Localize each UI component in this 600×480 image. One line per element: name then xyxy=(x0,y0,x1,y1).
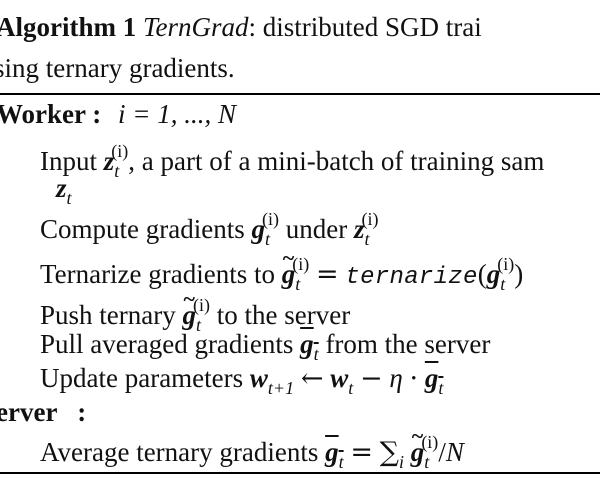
math-sup-i: (i) xyxy=(497,254,515,274)
server-label: erver : xyxy=(0,397,87,427)
bottom-rule xyxy=(0,472,600,474)
math-z-batch: z xyxy=(56,173,67,203)
math-sub-t: t xyxy=(264,229,270,249)
math-eta: η xyxy=(389,363,403,393)
math-sub-t: t xyxy=(195,315,201,335)
algorithm-subtitle-text: sing ternary gradients. xyxy=(0,53,235,83)
minus-sign: − xyxy=(359,363,383,394)
math-w: w xyxy=(330,363,349,393)
math-g-tilde: g xyxy=(282,247,296,288)
step-pull: Pull averaged gradients gt from the serv… xyxy=(40,329,491,364)
math-sub-t: t xyxy=(66,188,72,208)
step-update: Update parameters wt+1 ← wt − η · gt xyxy=(40,363,444,398)
math-z: z xyxy=(353,214,365,244)
sum-sign: ∑ xyxy=(379,437,400,468)
math-sub-t: t xyxy=(364,229,370,249)
math-g-tilde: g xyxy=(411,425,425,466)
math-sup-i: (i) xyxy=(193,295,210,315)
algorithm-name: TernGrad xyxy=(142,12,249,42)
worker-label: Worker : xyxy=(0,99,102,129)
step-compute: Compute gradients gt(i) under zt(i) xyxy=(40,210,379,248)
math-g-tilde: g xyxy=(182,288,196,329)
left-arrow: ← xyxy=(300,363,324,394)
math-sup-i: (i) xyxy=(261,209,279,229)
worker-header: Worker : i = 1, ..., N xyxy=(0,101,236,128)
paren-close: ) xyxy=(514,259,524,289)
math-sup-i: (i) xyxy=(111,141,129,161)
math-sub-t: t xyxy=(438,378,444,398)
algorithm-title-line2: sing ternary gradients. xyxy=(0,55,235,82)
math-w: w xyxy=(249,363,268,393)
math-N: N xyxy=(445,437,464,467)
math-sup-i: (i) xyxy=(421,432,439,452)
step-input-text: , a part of a mini-batch of training sam xyxy=(128,146,545,176)
step-compute-under: under xyxy=(285,214,348,244)
equals-sign: = xyxy=(316,259,339,290)
math-sub-t: t xyxy=(295,274,301,294)
step-update-label: Update parameters xyxy=(40,363,244,393)
math-g-bar: g xyxy=(300,329,314,359)
step-input: Input zt(i), a part of a mini-batch of t… xyxy=(40,142,544,180)
worker-range: i = 1, ..., N xyxy=(117,99,236,129)
step-average: Average ternary gradients gt = ∑i gt(i)/… xyxy=(40,425,464,472)
math-sub-t: t xyxy=(424,452,430,472)
title-rule xyxy=(0,93,600,95)
step-compute-label: Compute gradients xyxy=(40,214,245,244)
step-input-cont: zt xyxy=(56,173,72,208)
math-sub-t: t xyxy=(114,161,120,181)
step-push: Push ternary gt(i) to the server xyxy=(40,288,351,335)
math-sup-i: (i) xyxy=(292,254,310,274)
step-input-label: Input xyxy=(40,146,97,176)
math-sub-t-plus-1: t+1 xyxy=(267,378,295,398)
math-g: g xyxy=(486,259,501,289)
math-sub-t: t xyxy=(348,378,354,398)
step-average-label: Average ternary gradients xyxy=(40,437,319,467)
math-sup-i: (i) xyxy=(361,209,379,229)
dot-operator: · xyxy=(409,363,419,394)
step-pull-label: Pull averaged gradients xyxy=(40,329,294,359)
math-sub-i: i xyxy=(399,452,405,472)
math-z: z xyxy=(103,146,115,176)
math-g-bar: g xyxy=(325,437,339,467)
math-sub-t: t xyxy=(338,452,344,472)
step-ternarize-label: Ternarize gradients to xyxy=(40,259,275,289)
paren-open: ( xyxy=(477,259,487,289)
algorithm-title-text: : distributed SGD trai xyxy=(248,12,482,42)
equals-sign: = xyxy=(350,437,373,468)
ternarize-function: ternarize xyxy=(345,264,478,291)
algorithm-label: Algorithm 1 xyxy=(0,12,137,42)
math-g: g xyxy=(251,214,265,244)
math-g-bar: g xyxy=(424,363,439,393)
step-ternarize: Ternarize gradients to gt(i) = ternarize… xyxy=(40,247,524,294)
algorithm-title-line1: Algorithm 1 TernGrad: distributed SGD tr… xyxy=(0,14,482,41)
math-sub-t: t xyxy=(500,274,506,294)
step-pull-text: from the server xyxy=(325,329,491,359)
slash: / xyxy=(438,437,446,467)
math-sub-t: t xyxy=(313,344,319,364)
step-push-label: Push ternary xyxy=(40,300,176,330)
server-header: erver : xyxy=(0,399,86,426)
step-push-text: to the server xyxy=(216,300,351,330)
